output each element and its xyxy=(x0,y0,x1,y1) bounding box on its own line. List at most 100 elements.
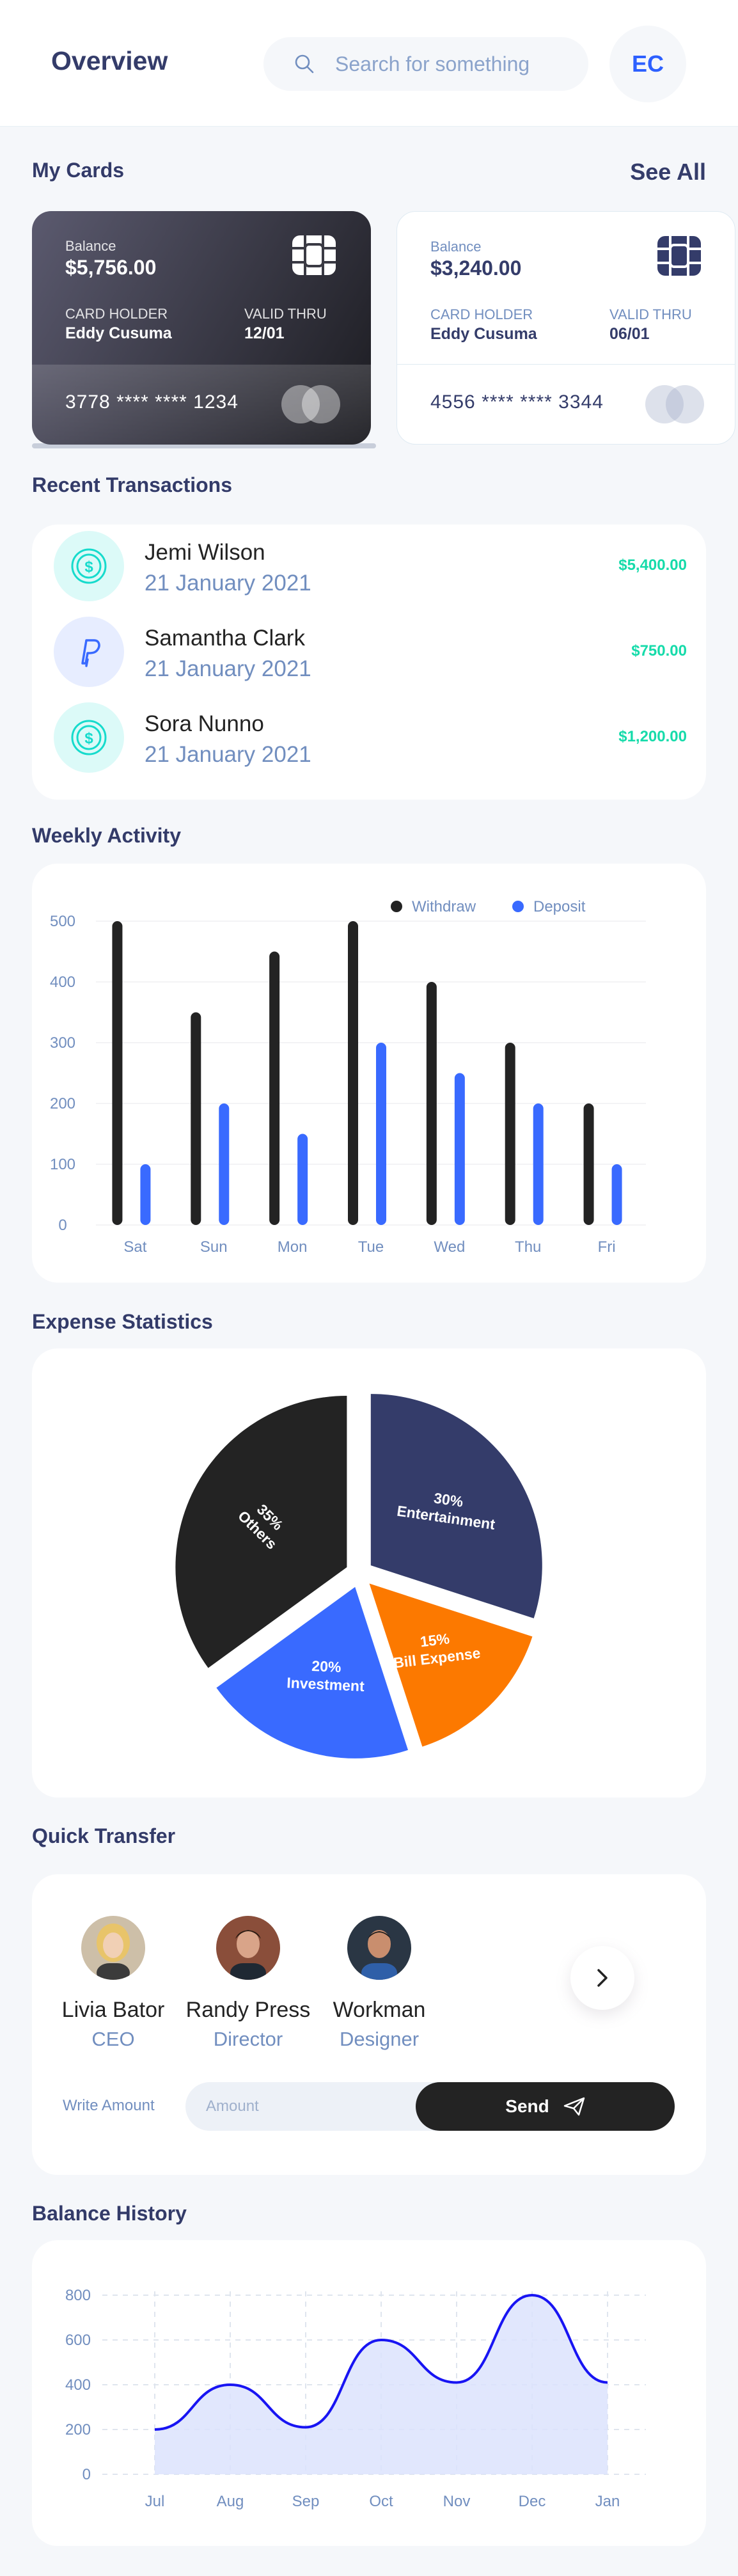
transaction-name: Samantha Clark xyxy=(145,626,305,651)
bar-withdraw xyxy=(348,921,358,1225)
y-tick-label: 100 xyxy=(50,1156,75,1173)
y-tick-label: 200 xyxy=(65,2421,91,2438)
x-tick-label: Sep xyxy=(292,2493,320,2510)
y-tick-label: 500 xyxy=(50,913,75,930)
bar-deposit xyxy=(297,1134,308,1225)
contact-role: Director xyxy=(213,2028,283,2050)
x-tick-label: Mon xyxy=(278,1238,308,1256)
recent-transactions-title: Recent Transactions xyxy=(32,473,232,496)
card-holder-name: Eddy Cusuma xyxy=(65,324,172,342)
send-button-label: Send xyxy=(505,2096,549,2116)
area-line xyxy=(154,2293,608,2431)
expense-statistics-title: Expense Statistics xyxy=(32,1310,213,1333)
contact-avatar xyxy=(216,1916,280,1980)
y-tick-label: 0 xyxy=(58,1217,67,1234)
bar-withdraw xyxy=(583,1103,594,1225)
weekly-activity-chart: 0 100 200 300 400 500 Sat Sun Mon Tue Wed Thu Fri Wit… xyxy=(50,898,646,1256)
transaction-name: Jemi Wilson xyxy=(145,540,265,565)
transaction-amount: $750.00 xyxy=(631,642,687,660)
x-tick-label: Jul xyxy=(145,2493,165,2510)
send-icon xyxy=(563,2097,585,2116)
quick-transfer-title: Quick Transfer xyxy=(32,1824,176,1847)
pie-slice-entertainment xyxy=(370,1394,542,1618)
svg-text:$: $ xyxy=(84,730,93,747)
x-tick-label: Wed xyxy=(434,1238,465,1256)
next-contacts-button[interactable] xyxy=(570,1946,634,2010)
search-input[interactable] xyxy=(335,37,578,91)
transfer-contact[interactable]: Workman Designer xyxy=(306,1916,453,2051)
card-balance-label: Balance xyxy=(65,238,116,254)
top-header: Overview EC xyxy=(0,0,738,127)
credit-card-secondary[interactable]: Balance $3,240.00 CARD HOLDER Eddy Cusum… xyxy=(396,211,735,445)
x-tick-label: Fri xyxy=(598,1238,616,1256)
page-title: Overview xyxy=(51,46,168,75)
transaction-date: 21 January 2021 xyxy=(145,742,311,767)
card-holder-label: CARD HOLDER xyxy=(430,306,533,322)
pie-slice-bill-expense xyxy=(369,1583,533,1747)
transaction-row[interactable]: Samantha Clark 21 January 2021 $750.00 xyxy=(54,617,687,687)
y-tick-label: 600 xyxy=(65,2332,91,2349)
y-tick-label: 800 xyxy=(65,2287,91,2304)
legend-dot xyxy=(512,901,524,912)
see-all-link[interactable]: See All xyxy=(630,159,706,185)
balance-history-chart: 0 200 400 600 800 Jul Aug Sep Oct Nov Dec Jan xyxy=(65,2287,646,2510)
chevron-right-icon xyxy=(597,1969,608,1987)
transaction-name: Sora Nunno xyxy=(145,711,264,736)
y-tick-label: 0 xyxy=(82,2466,91,2483)
transaction-row[interactable]: $ Sora Nunno 21 January 2021 $1,200.00 xyxy=(54,702,687,773)
transfer-contact[interactable]: Randy Press Director xyxy=(175,1916,322,2051)
x-tick-label: Sat xyxy=(123,1238,146,1256)
card-number: 4556 **** **** 3344 xyxy=(430,391,604,413)
transaction-amount: $1,200.00 xyxy=(618,728,687,745)
transactions-panel: $ Jemi Wilson 21 January 2021 $5,400.00 … xyxy=(32,525,706,800)
contact-avatar xyxy=(81,1916,145,1980)
send-button[interactable]: Send xyxy=(416,2082,675,2131)
card-valid-date: 12/01 xyxy=(244,324,285,342)
y-tick-label: 300 xyxy=(50,1034,75,1052)
svg-text:$: $ xyxy=(84,558,93,576)
paypal-icon xyxy=(54,617,124,687)
transaction-amount: $5,400.00 xyxy=(618,557,687,574)
bar-withdraw xyxy=(426,982,437,1225)
transfer-contact[interactable]: Livia Bator CEO xyxy=(40,1916,187,2051)
card-valid-label: VALID THRU xyxy=(244,306,327,322)
transaction-row[interactable]: $ Jemi Wilson 21 January 2021 $5,400.00 xyxy=(54,531,687,601)
user-avatar[interactable]: EC xyxy=(609,26,686,102)
amount-input[interactable] xyxy=(206,2082,398,2131)
bar-withdraw xyxy=(191,1012,201,1225)
contact-role: CEO xyxy=(91,2028,135,2050)
x-tick-label: Dec xyxy=(519,2493,546,2510)
card-footer: 4556 **** **** 3344 xyxy=(397,364,735,444)
coin-icon: $ xyxy=(54,531,124,601)
bar-deposit xyxy=(219,1103,230,1225)
x-tick-label: Sun xyxy=(200,1238,228,1256)
contact-avatar xyxy=(347,1916,411,1980)
pie-label-group: 20%Investment xyxy=(287,1657,365,1695)
pie-slice-others xyxy=(175,1396,347,1668)
pie-label: Investment xyxy=(287,1674,365,1695)
x-tick-label: Tue xyxy=(358,1238,384,1256)
y-tick-label: 400 xyxy=(65,2376,91,2394)
bar-deposit xyxy=(376,1043,386,1225)
card-holder-label: CARD HOLDER xyxy=(65,306,168,322)
balance-history-title: Balance History xyxy=(32,2202,187,2225)
x-tick-label: Jan xyxy=(595,2493,620,2510)
x-tick-label: Aug xyxy=(217,2493,244,2510)
weekly-activity-panel: 0 100 200 300 400 500 Sat Sun Mon Tue Wed Thu Fri Wit… xyxy=(32,864,706,1283)
pie-slice-investment xyxy=(216,1586,409,1758)
card-valid-date: 06/01 xyxy=(609,325,650,343)
pie-percent: 15% xyxy=(420,1630,451,1650)
bar-deposit xyxy=(454,1073,465,1225)
card-balance-label: Balance xyxy=(430,239,482,255)
mastercard-icon xyxy=(281,385,340,423)
search-bar[interactable] xyxy=(263,37,588,91)
y-tick-label: 400 xyxy=(50,974,75,991)
y-tick-label: 200 xyxy=(50,1095,75,1112)
bar-withdraw xyxy=(505,1043,515,1225)
contact-name: Workman xyxy=(333,1998,426,2022)
card-footer: 3778 **** **** 1234 xyxy=(32,365,371,445)
legend-label: Deposit xyxy=(533,898,586,915)
credit-card-primary[interactable]: Balance $5,756.00 CARD HOLDER Eddy Cusum… xyxy=(32,211,371,445)
card-valid-label: VALID THRU xyxy=(609,306,692,322)
